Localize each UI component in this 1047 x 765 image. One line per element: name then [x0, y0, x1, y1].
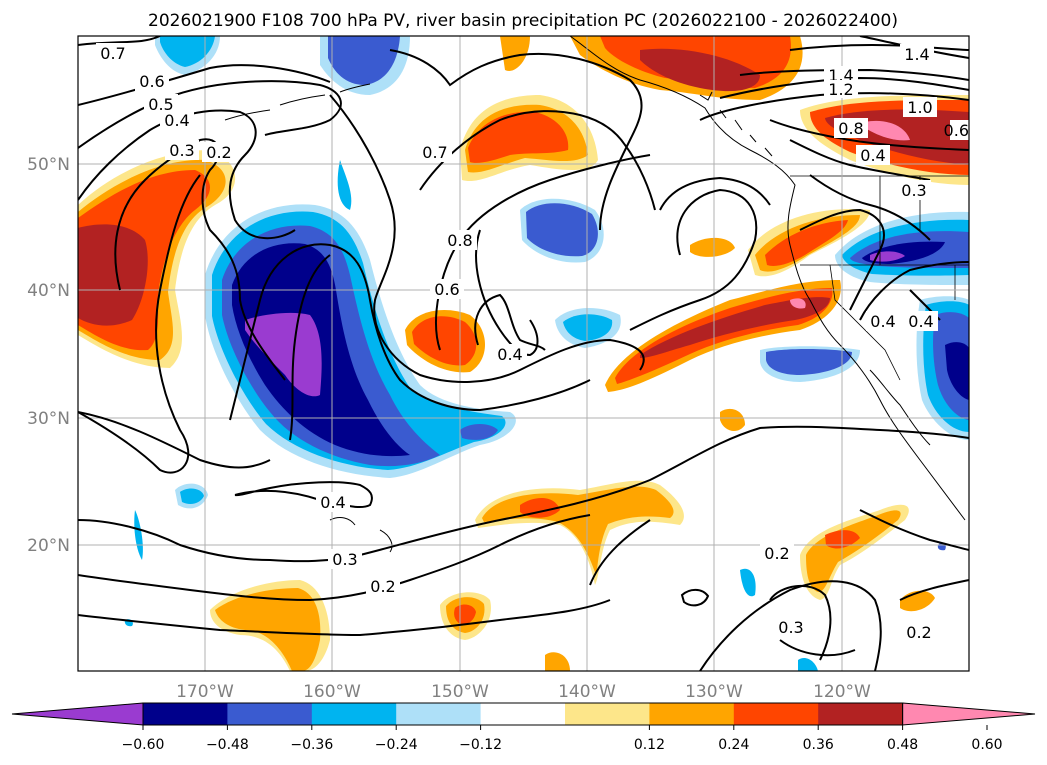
contour-label: 0.7	[100, 44, 125, 63]
colorbar-segment	[396, 703, 482, 725]
colorbar-segment	[818, 703, 904, 725]
colorbar-segment	[480, 703, 566, 725]
colorbar-segment	[649, 703, 735, 725]
contour-label: 0.2	[370, 577, 395, 596]
lon-label-130w: 130°W	[685, 682, 743, 702]
contour-label: 1.0	[907, 98, 932, 117]
coastlines	[224, 36, 966, 553]
colorbar-tick-label: 0.12	[634, 737, 665, 753]
colorbar-tick-label: −0.12	[459, 737, 502, 753]
lon-label-140w: 140°W	[558, 682, 616, 702]
colorbar-segment	[227, 703, 313, 725]
pv-contours	[78, 36, 969, 671]
contour-label: 0.4	[860, 146, 885, 165]
contour-label: 1.4	[904, 45, 929, 64]
colorbar-outline	[142, 702, 904, 726]
contour-label: 0.2	[906, 623, 931, 642]
longitude-labels: 170°W 160°W 150°W 140°W 130°W 120°W	[176, 682, 871, 702]
colorbar-tick-label: −0.48	[206, 737, 249, 753]
lon-label-170w: 170°W	[176, 682, 234, 702]
colorbar-tick-label: 0.48	[887, 737, 918, 753]
colorbar-tick-label: 0.24	[718, 737, 749, 753]
lat-label-20n: 20°N	[27, 536, 70, 556]
map-title: 2026021900 F108 700 hPa PV, river basin …	[148, 11, 898, 31]
colorbar-extend-max	[902, 702, 1036, 726]
map-frame	[77, 35, 970, 672]
contour-labels: 0.7 0.6 0.5 0.4 0.3 0.2 0.7 0.8 0.6 0.4 …	[96, 43, 969, 642]
contour-label: 0.8	[838, 119, 863, 138]
contour-label: 0.8	[447, 231, 472, 250]
latitude-labels: 50°N 40°N 30°N 20°N	[27, 155, 70, 556]
contour-label: 0.6	[434, 280, 459, 299]
contour-label: 0.4	[497, 345, 522, 364]
contour-label: 0.4	[908, 312, 933, 331]
contour-label: 0.3	[169, 141, 194, 160]
colorbar-extend-min	[11, 702, 144, 726]
lat-label-40n: 40°N	[27, 281, 70, 301]
colorbar-tick-label: 0.60	[971, 737, 1002, 753]
lon-label-120w: 120°W	[813, 682, 871, 702]
colorbar-segment	[565, 703, 650, 725]
contour-label: 0.2	[206, 143, 231, 162]
colorbar-tick-label: −0.60	[122, 737, 165, 753]
colorbar-segment	[143, 703, 228, 725]
contour-label: 0.3	[778, 618, 803, 637]
contour-label: 1.2	[828, 80, 853, 99]
contour-label: 0.3	[901, 181, 926, 200]
lat-label-50n: 50°N	[27, 155, 70, 175]
contour-label: 0.6	[944, 121, 969, 140]
colorbar-segment	[311, 703, 397, 725]
colorbar-segment	[733, 703, 819, 725]
lon-label-160w: 160°W	[303, 682, 361, 702]
colorbar-tick-label: 0.36	[803, 737, 834, 753]
lon-label-150w: 150°W	[431, 682, 489, 702]
colorbar-tick-label: −0.24	[375, 737, 418, 753]
contour-label: 0.5	[148, 95, 173, 114]
map-panel: 0.7 0.6 0.5 0.4 0.3 0.2 0.7 0.8 0.6 0.4 …	[78, 36, 969, 671]
lat-label-30n: 30°N	[27, 409, 70, 429]
contour-label: 0.6	[139, 72, 164, 91]
contour-label: 0.3	[332, 550, 357, 569]
contour-label: 0.2	[764, 544, 789, 563]
contour-label: 0.4	[870, 312, 895, 331]
contour-label: 0.4	[164, 111, 189, 130]
colorbar-tick-label: −0.36	[290, 737, 333, 753]
contour-label: 0.7	[422, 143, 447, 162]
contour-label: 0.4	[320, 493, 345, 512]
colorbar: −0.60 −0.48 −0.36 −0.24 −0.12 0.12 0.24 0.36 0.4…	[11, 702, 1036, 753]
